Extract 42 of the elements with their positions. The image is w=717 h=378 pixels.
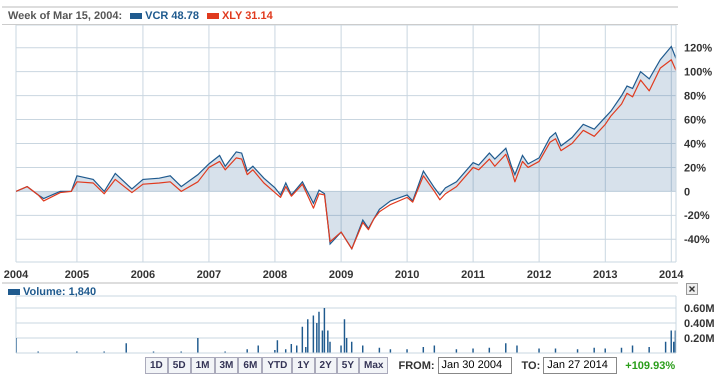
text: 5D [168,357,191,374]
x-tick-label: 2010 [394,268,420,281]
x-tick-label: 2009 [328,268,354,281]
x-tick-label: 2011 [461,268,486,281]
text: 1D [145,357,168,374]
y-tick-label: 0 [684,186,690,198]
text: 6M [238,357,262,374]
x-tick-label: 2007 [196,268,222,281]
x-tick-label: 2014 [659,268,684,281]
text: Jan 27 2014 [543,357,618,374]
y-tick-label: 0.60M [684,302,715,315]
legend-label: XLY 31.14 [220,10,273,22]
y-tick-label: 40% [684,138,706,150]
y-tick-label: -40% [684,234,710,246]
y-tick-label: 0.40M [684,318,715,330]
x-tick-label: 2013 [593,268,618,281]
text: Jan 30 2004 [438,357,512,374]
text: +109.93% [625,360,676,372]
legend-label: Volume: 1,840 [22,286,96,298]
y-tick-label: -20% [684,210,710,222]
y-tick-label: 0.20M [684,332,715,345]
text: TO: [522,360,540,372]
text: FROM: [398,360,435,372]
x-tick-label: 2012 [526,268,552,281]
x-tick-label: 2004 [4,268,30,281]
legend-title: Week of Mar 15, 2004: [8,10,122,22]
x-tick-label: 2006 [130,268,156,281]
y-tick-label: 80% [684,90,706,103]
text: 5Y [336,357,360,374]
text: YTD [262,357,292,374]
y-tick-label: 60% [684,114,706,126]
y-tick-label: 100% [684,66,712,79]
x-tick-label: 2005 [64,268,90,281]
legend-label: VCR 48.78 [144,10,199,22]
text: 2Y [314,357,337,374]
text: 1Y [292,357,315,374]
text: 3M [214,357,238,374]
x-tick-label: 2008 [262,268,288,281]
y-tick-label: 20% [684,162,706,174]
text: 1M [190,357,214,374]
y-tick-label: 120% [684,42,712,55]
text: Max [359,357,388,374]
